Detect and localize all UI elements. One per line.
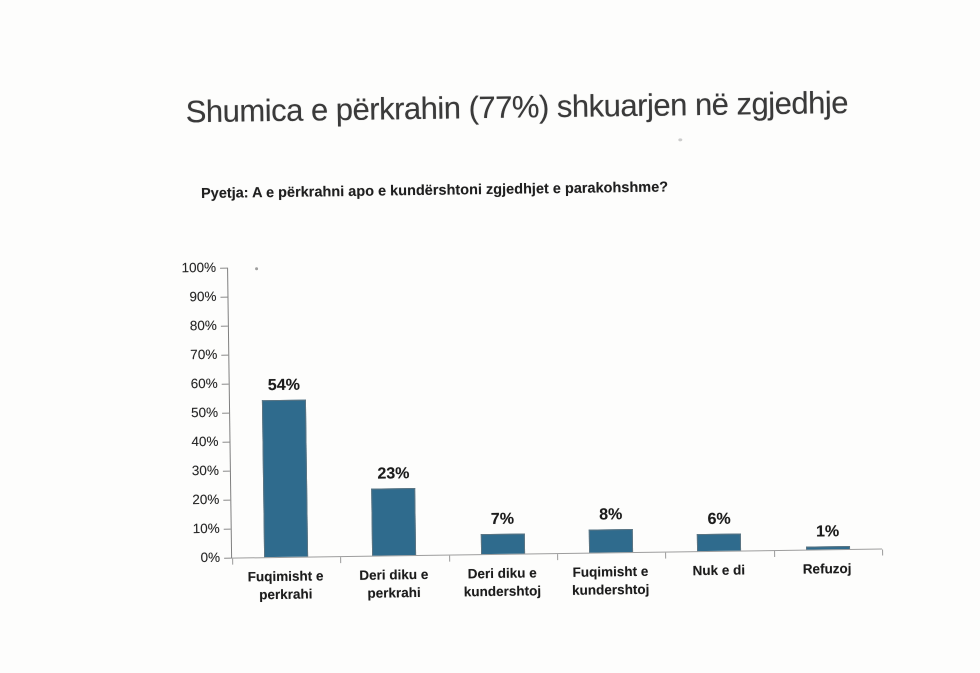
x-axis-label-line: Fuqimisht e (247, 568, 324, 585)
y-tick-label: 40% (191, 433, 219, 450)
bar (588, 529, 634, 553)
x-tick-mark (340, 557, 342, 564)
bar-slot: 54% (228, 266, 340, 558)
y-tick-label: 90% (189, 288, 217, 305)
x-axis-label: Fuqimisht e kundershtoj (556, 563, 665, 601)
x-axis-label: Deri diku e kundershtoj (448, 564, 557, 602)
x-axis-label: Fuqimisht e perkrahi (231, 567, 340, 605)
bar-slot: 8% (553, 262, 665, 553)
bar-value-label: 8% (599, 506, 623, 524)
y-tick-label: 60% (190, 375, 218, 392)
x-axis-label-line: Refuzoj (802, 560, 852, 577)
x-axis-label-line: kundershtoj (463, 583, 542, 600)
y-tick-label: 20% (192, 491, 220, 508)
y-tick-mark (220, 267, 228, 269)
x-axis-label-line: Deri diku e (359, 566, 429, 583)
bar-value-label: 1% (815, 523, 840, 541)
y-tick-label: 30% (191, 462, 219, 479)
bar-value-label: 54% (267, 376, 301, 395)
x-tick-mark (232, 558, 234, 565)
x-axis-label-line: perkrahi (259, 586, 313, 603)
y-tick-label: 70% (190, 346, 218, 363)
bar (805, 545, 850, 550)
y-tick-mark (224, 557, 232, 559)
x-tick-mark (665, 552, 667, 559)
y-tick-mark (220, 325, 228, 327)
x-axis-label: Deri diku e perkrahi (340, 566, 449, 604)
x-tick-mark (449, 555, 451, 562)
x-axis-label-line: Fuqimisht e (572, 563, 649, 580)
plot-area: 100% 90% 80% 70% 60% 50% 40% 30% 20% 10% 0% 54% 23% 7… (181, 258, 884, 565)
y-tick-label: 50% (190, 404, 219, 421)
slide-subtitle: Pyetja: A e përkrahni apo e kundërshtoni… (200, 179, 669, 203)
x-axis-label-line: kundershtoj (572, 581, 650, 598)
y-tick-label: 10% (192, 520, 220, 537)
scan-speck (678, 138, 683, 142)
bar (480, 533, 525, 555)
y-tick-label: 80% (189, 317, 217, 334)
y-tick-mark (223, 499, 231, 501)
y-tick-mark (221, 354, 229, 356)
y-tick-mark (222, 441, 230, 443)
x-axis-label-line: perkrahi (367, 584, 421, 601)
bar-slot: 6% (661, 260, 773, 552)
x-axis-label-line: Nuk e di (692, 562, 746, 579)
bar (262, 399, 309, 558)
bar-slot: 1% (770, 259, 882, 550)
bar-value-label: 23% (377, 465, 410, 483)
y-tick-mark (222, 412, 230, 414)
x-axis-label: Nuk e di (665, 561, 774, 599)
bar-value-label: 6% (707, 510, 731, 528)
y-tick-label: 0% (200, 549, 221, 566)
bar (697, 533, 742, 552)
x-tick-mark (774, 551, 776, 558)
x-axis-label-line: Deri diku e (467, 565, 537, 582)
bar-chart: 100% 90% 80% 70% 60% 50% 40% 30% 20% 10% 0% 54% 23% 7… (181, 258, 884, 602)
y-tick-mark (220, 296, 228, 298)
y-tick-label: 100% (181, 259, 217, 276)
bar-slot: 23% (336, 265, 448, 556)
bar-value-label: 7% (490, 510, 515, 529)
x-axis-label: Refuzoj (773, 560, 882, 598)
y-tick-mark (221, 383, 229, 385)
y-tick-mark (223, 528, 231, 530)
y-tick-mark (222, 470, 230, 472)
bar (371, 488, 417, 556)
slide-title: Shumica e përkrahin (77%) shkuarjen në z… (185, 84, 849, 130)
bar-slot: 7% (445, 263, 557, 555)
x-tick-mark (882, 549, 884, 556)
x-tick-mark (557, 554, 559, 561)
x-axis-labels: Fuqimisht e perkrahi Deri diku e perkrahi De… (231, 560, 881, 605)
